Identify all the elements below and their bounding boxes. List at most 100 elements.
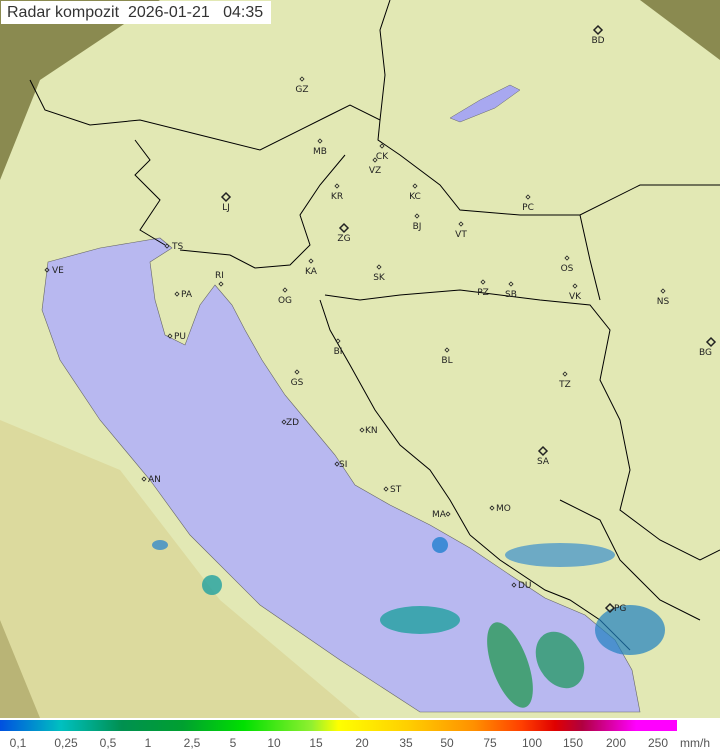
city-label: GS bbox=[291, 378, 304, 388]
city-os: OS bbox=[561, 255, 574, 274]
capital-diamond-icon bbox=[604, 602, 616, 614]
city-label: SI bbox=[339, 460, 347, 470]
city-dot-icon bbox=[294, 369, 300, 375]
city-si: SI bbox=[334, 460, 347, 470]
city-pu: PU bbox=[167, 332, 186, 342]
capital-diamond-icon bbox=[220, 191, 232, 203]
city-sb: SB bbox=[505, 281, 517, 300]
city-label: TZ bbox=[558, 380, 571, 390]
city-label: SB bbox=[505, 290, 517, 300]
city-label: GZ bbox=[295, 85, 308, 95]
sea bbox=[41, 237, 641, 713]
city-dot-icon bbox=[141, 476, 147, 482]
city-dot-icon bbox=[372, 157, 378, 163]
city-og: OG bbox=[278, 287, 292, 306]
city-dot-icon bbox=[167, 333, 173, 339]
city-label: DU bbox=[518, 581, 532, 591]
city-label: ZD bbox=[286, 418, 299, 428]
city-dot-icon bbox=[414, 213, 420, 219]
legend-tick: 1 bbox=[144, 736, 152, 750]
city-label: MB bbox=[313, 147, 327, 157]
city-dot-icon bbox=[334, 461, 340, 467]
city-label: ST bbox=[390, 485, 402, 495]
city-dot-icon bbox=[508, 281, 514, 287]
city-label: PC bbox=[522, 203, 534, 213]
city-bj: BJ bbox=[413, 213, 422, 232]
city-bi: BI bbox=[334, 338, 342, 357]
legend-tick: 20 bbox=[355, 736, 369, 750]
city-dot-icon bbox=[445, 511, 451, 517]
city-ns: NS bbox=[657, 288, 670, 307]
legend-tick: 5 bbox=[229, 736, 237, 750]
city-pa: PA bbox=[174, 290, 193, 300]
city-dot-icon bbox=[299, 76, 305, 82]
land-tint-south bbox=[0, 420, 360, 718]
city-dot-icon bbox=[379, 143, 385, 149]
city-label: KR bbox=[331, 192, 343, 202]
title-time: 04:35 bbox=[223, 4, 264, 21]
city-du: DU bbox=[511, 581, 532, 591]
legend-tick: 35 bbox=[399, 736, 413, 750]
city-gz: GZ bbox=[295, 76, 309, 95]
legend-tick: 50 bbox=[440, 736, 454, 750]
city-dot-icon bbox=[444, 347, 450, 353]
city-dot-icon bbox=[174, 291, 180, 297]
city-ka: KA bbox=[305, 258, 318, 277]
city-kc: KC bbox=[409, 183, 421, 202]
city-lj: LJ bbox=[220, 191, 232, 213]
city-dot-icon bbox=[334, 183, 340, 189]
city-an: AN bbox=[141, 475, 161, 485]
title-date: 2026-01-21 bbox=[127, 4, 210, 21]
city-sa: SA bbox=[537, 445, 550, 467]
city-ri: RI bbox=[215, 271, 224, 287]
city-dot-icon bbox=[218, 281, 224, 287]
city-dot-icon bbox=[44, 267, 50, 273]
legend-unit: mm/h bbox=[680, 736, 710, 750]
city-label: BD bbox=[591, 36, 604, 46]
capital-diamond-icon bbox=[338, 222, 350, 234]
legend-tick: 15 bbox=[309, 736, 323, 750]
city-label: OS bbox=[561, 264, 574, 274]
city-dot-icon bbox=[572, 283, 578, 289]
legend-tick: 200 bbox=[605, 736, 627, 750]
city-tz: TZ bbox=[558, 371, 571, 390]
city-label: KC bbox=[409, 192, 421, 202]
city-sk: SK bbox=[373, 264, 386, 283]
capital-diamond-icon bbox=[537, 445, 549, 457]
city-ve: VE bbox=[44, 266, 64, 276]
map-title: Radar kompozit 2026-01-21 04:35 bbox=[1, 1, 272, 24]
city-vz: VZ bbox=[369, 157, 381, 176]
city-dot-icon bbox=[335, 338, 341, 344]
city-label: BL bbox=[441, 356, 452, 366]
city-bd: BD bbox=[591, 24, 605, 46]
city-dot-icon bbox=[281, 419, 287, 425]
city-mo: MO bbox=[489, 504, 511, 514]
city-ts: TS bbox=[164, 242, 183, 252]
city-ma: MA bbox=[432, 510, 451, 520]
city-label: PA bbox=[181, 290, 193, 300]
city-gs: GS bbox=[291, 369, 304, 388]
city-label: NS bbox=[657, 297, 670, 307]
city-label: BJ bbox=[413, 222, 422, 232]
title-text: Radar kompozit bbox=[7, 4, 120, 21]
city-pz: PZ bbox=[477, 279, 489, 298]
city-label: LJ bbox=[222, 203, 230, 213]
city-pg: PG bbox=[604, 602, 626, 614]
city-mb: MB bbox=[313, 138, 327, 157]
city-label: TS bbox=[171, 242, 183, 252]
city-label: RI bbox=[215, 271, 224, 281]
city-dot-icon bbox=[489, 505, 495, 511]
legend-tick: 0,5 bbox=[99, 736, 117, 750]
city-label: BG bbox=[699, 348, 712, 358]
city-kn: KN bbox=[359, 426, 378, 436]
radar-map[interactable]: GZ MB CK VZ KR KC LJ ZG BJ VT PC BD TS VE RI PA KA SK PZ SB… bbox=[0, 0, 720, 718]
lake-balaton bbox=[449, 84, 521, 123]
city-dot-icon bbox=[317, 138, 323, 144]
city-label: CK bbox=[376, 152, 389, 162]
city-ck: CK bbox=[376, 143, 389, 162]
city-st: ST bbox=[383, 485, 402, 495]
city-label: SA bbox=[537, 457, 550, 467]
city-dot-icon bbox=[359, 427, 365, 433]
radar-echoes bbox=[152, 537, 665, 708]
city-label: VE bbox=[52, 266, 64, 276]
